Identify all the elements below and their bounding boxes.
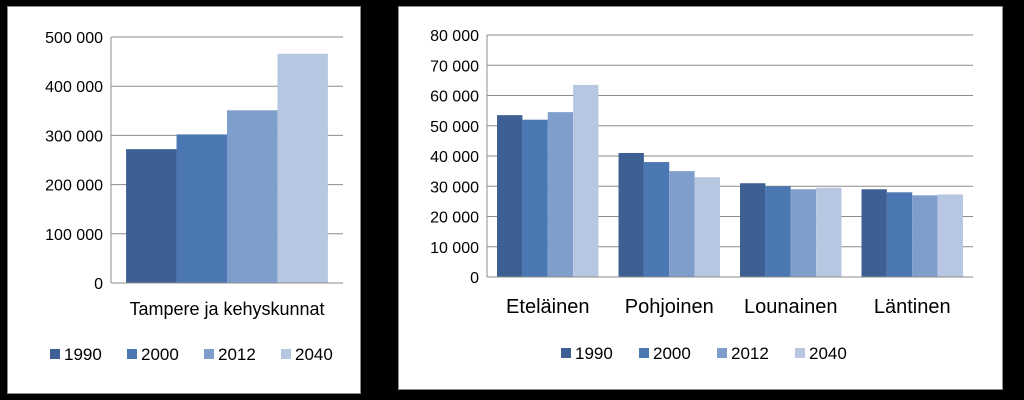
legend-swatch: [639, 348, 649, 358]
bar-2012: [912, 195, 938, 277]
bar-2040: [277, 53, 328, 284]
bar-2000: [886, 192, 913, 277]
y-tick-label: 400 000: [45, 79, 103, 96]
legend-swatch: [127, 349, 137, 359]
y-tick-label: 80 000: [430, 28, 479, 45]
legend-swatch: [204, 349, 214, 359]
bar-1990: [497, 115, 523, 277]
bar-2040: [694, 177, 720, 277]
y-tick-label: 0: [470, 270, 479, 287]
bar-2000: [176, 134, 227, 283]
bar-2000: [765, 186, 791, 277]
bar-2012: [669, 171, 695, 277]
category-label: Pohjoinen: [625, 296, 714, 318]
y-tick-label: 10 000: [430, 240, 479, 257]
bar-2000: [522, 119, 548, 277]
legend-label: 2012: [731, 344, 769, 363]
bar-2012: [227, 110, 278, 283]
chart-panel-tampere: 0 100 000 200 000 300 000 400 000 500 000 Tamp…: [7, 6, 361, 394]
y-tick-label: 20 000: [430, 210, 479, 227]
legend-swatch: [281, 349, 291, 359]
bar-2040: [816, 187, 842, 277]
legend-label: 2040: [809, 344, 847, 363]
legend-label: 1990: [64, 345, 102, 364]
bar-2012: [790, 189, 817, 277]
y-tick-label: 0: [94, 276, 103, 293]
bar-1990: [740, 183, 766, 277]
legend-label: 2040: [295, 345, 333, 364]
bar-1990: [618, 152, 644, 277]
y-tick-label: 40 000: [430, 149, 479, 166]
y-tick-label: 70 000: [430, 58, 479, 75]
legend-label: 2012: [218, 345, 256, 364]
legend-label: 2000: [141, 345, 179, 364]
legend-swatch: [717, 348, 727, 358]
y-tick-label: 500 000: [45, 30, 103, 47]
y-tick-label: 300 000: [45, 128, 103, 145]
bar-1990: [126, 149, 177, 283]
bar-chart-districts: 0 10 000 20 000 30 000 40 000 50 000 60 000 70 …: [430, 28, 973, 363]
category-label: Läntinen: [874, 296, 951, 318]
bar-2000: [643, 162, 670, 277]
legend-label: 1990: [575, 344, 613, 363]
chart-panel-districts: 0 10 000 20 000 30 000 40 000 50 000 60 000 70 …: [398, 6, 1003, 390]
bar-chart-tampere: 0 100 000 200 000 300 000 400 000 500 000 Tamp…: [45, 30, 343, 364]
legend-label: 2000: [653, 344, 691, 363]
y-tick-label: 50 000: [430, 119, 479, 136]
category-label: Tampere ja kehyskunnat: [129, 299, 324, 319]
category-label: Eteläinen: [506, 296, 589, 318]
bar-2040: [937, 194, 963, 277]
y-tick-label: 30 000: [430, 179, 479, 196]
legend-swatch: [561, 348, 571, 358]
category-label: Lounainen: [744, 296, 837, 318]
y-tick-label: 60 000: [430, 89, 479, 106]
bar-1990: [861, 189, 887, 277]
bar-2012: [547, 112, 574, 277]
bar-2040: [573, 84, 599, 277]
y-tick-label: 200 000: [45, 178, 103, 195]
legend-swatch: [795, 348, 805, 358]
y-tick-label: 100 000: [45, 227, 103, 244]
legend-swatch: [50, 349, 60, 359]
